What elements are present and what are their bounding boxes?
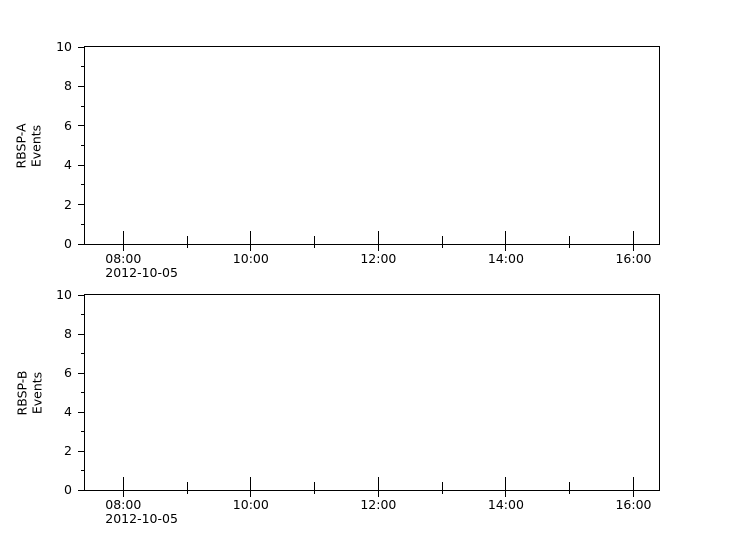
y-major-tick	[78, 411, 85, 413]
y-tick-label: 4	[64, 404, 72, 419]
y-minor-tick	[81, 470, 85, 471]
y-minor-tick	[81, 223, 85, 225]
x-minor-tick	[569, 482, 571, 494]
x-axis-date-label: 2012-10-05	[105, 511, 178, 526]
x-tick-label: 12:00	[360, 251, 397, 266]
x-tick-label: 16:00	[615, 251, 652, 266]
y-major-tick	[78, 489, 85, 491]
x-tick-label: 10:00	[232, 251, 269, 266]
y-major-tick	[78, 46, 85, 48]
y-tick-label: 0	[64, 236, 72, 251]
y-major-tick	[78, 204, 85, 206]
y-tick-label: 2	[64, 196, 72, 212]
x-major-tick	[250, 231, 252, 251]
x-tick-label: 16:00	[615, 497, 652, 512]
x-minor-tick	[314, 236, 316, 248]
x-major-tick	[505, 231, 507, 251]
x-major-tick	[122, 477, 124, 497]
y-axis-label-rbsp-b: RBSP-B Events	[10, 294, 48, 491]
y-tick-label: 10	[56, 39, 72, 54]
y-tick-label: 8	[64, 326, 72, 341]
y-minor-tick	[81, 66, 85, 68]
y-tick-label: 6	[64, 117, 72, 133]
x-tick-label: 10:00	[232, 497, 269, 512]
y-minor-tick	[81, 314, 85, 315]
x-major-tick	[377, 231, 379, 251]
x-tick-label: 12:00	[360, 497, 397, 512]
y-tick-label: 0	[64, 482, 72, 497]
x-minor-tick	[186, 236, 188, 248]
x-minor-tick	[441, 482, 443, 494]
y-major-tick	[78, 294, 85, 296]
y-axis-label-line1: RBSP-B	[14, 370, 30, 415]
x-minor-tick	[441, 236, 443, 248]
plot-area: 0 2 4 6 8 10 08:00 10:00 12:00 14:00 16:00 2012-10-…	[56, 287, 660, 526]
plot-area: 0 2 4 6 8 10 08:00 10:00 12:00 14:00 16:00 2012-10-…	[56, 39, 660, 280]
x-major-tick	[632, 477, 634, 497]
y-minor-tick	[81, 145, 85, 146]
y-major-tick	[78, 333, 85, 335]
y-tick-label: 4	[64, 157, 72, 173]
y-major-tick	[78, 372, 85, 374]
x-axis-date-label: 2012-10-05	[105, 265, 178, 280]
y-major-tick	[78, 85, 85, 87]
y-major-tick	[78, 450, 85, 452]
x-tick-label: 14:00	[487, 497, 524, 512]
y-tick-label: 2	[64, 443, 72, 458]
x-minor-tick	[186, 482, 188, 494]
y-minor-tick	[81, 105, 85, 107]
x-major-tick	[632, 231, 634, 251]
x-major-tick	[122, 231, 124, 251]
x-major-tick	[250, 477, 252, 497]
y-minor-tick	[81, 184, 85, 186]
y-major-tick	[78, 164, 85, 166]
x-major-tick	[505, 477, 507, 497]
y-tick-label: 8	[64, 78, 72, 94]
y-minor-tick	[81, 353, 85, 354]
y-minor-tick	[81, 431, 85, 432]
y-tick-label: 10	[56, 287, 72, 302]
y-minor-tick	[81, 392, 85, 393]
x-tick-label: 08:00	[105, 497, 142, 512]
x-tick-label: 14:00	[487, 251, 524, 266]
x-minor-tick	[569, 236, 571, 248]
y-tick-label: 6	[64, 365, 72, 380]
x-tick-label: 08:00	[105, 251, 142, 266]
x-major-tick	[377, 477, 379, 497]
y-major-tick	[78, 125, 85, 127]
x-minor-tick	[314, 482, 316, 494]
y-major-tick	[78, 243, 85, 245]
